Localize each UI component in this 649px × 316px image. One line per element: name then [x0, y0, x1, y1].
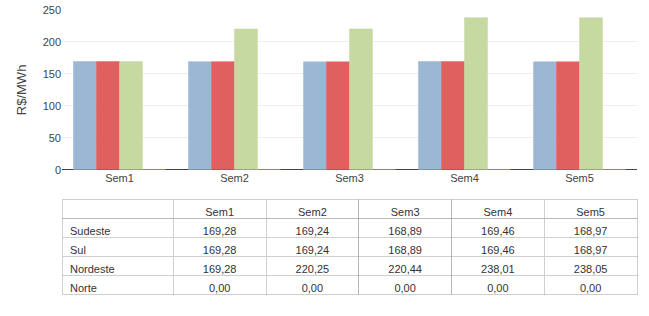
svg-text:Sem2: Sem2: [220, 172, 249, 184]
svg-text:0,00: 0,00: [487, 282, 508, 294]
svg-text:0,00: 0,00: [394, 282, 415, 294]
svg-text:169,24: 169,24: [296, 244, 330, 256]
svg-text:168,97: 168,97: [574, 225, 608, 237]
svg-text:Norte: Norte: [70, 282, 97, 294]
svg-text:Sem4: Sem4: [450, 172, 479, 184]
svg-text:Sem5: Sem5: [576, 206, 605, 218]
svg-text:Sem3: Sem3: [335, 172, 364, 184]
svg-text:168,97: 168,97: [574, 244, 608, 256]
svg-text:R$/MWh: R$/MWh: [14, 65, 29, 116]
svg-text:169,46: 169,46: [481, 225, 515, 237]
svg-text:100: 100: [43, 100, 61, 112]
svg-text:Sem1: Sem1: [205, 206, 234, 218]
svg-text:0: 0: [55, 164, 61, 176]
svg-text:Sudeste: Sudeste: [70, 225, 110, 237]
svg-text:Sem2: Sem2: [298, 206, 327, 218]
svg-text:Sem1: Sem1: [105, 172, 134, 184]
svg-text:Sul: Sul: [70, 244, 86, 256]
svg-text:Nordeste: Nordeste: [70, 263, 115, 275]
svg-text:150: 150: [43, 68, 61, 80]
svg-text:200: 200: [43, 36, 61, 48]
svg-text:169,28: 169,28: [203, 263, 237, 275]
svg-text:169,46: 169,46: [481, 244, 515, 256]
svg-text:168,89: 168,89: [388, 244, 422, 256]
svg-text:238,01: 238,01: [481, 263, 515, 275]
svg-text:0,00: 0,00: [302, 282, 323, 294]
svg-text:Sem5: Sem5: [565, 172, 594, 184]
svg-text:169,28: 169,28: [203, 225, 237, 237]
svg-text:169,28: 169,28: [203, 244, 237, 256]
svg-text:168,89: 168,89: [388, 225, 422, 237]
svg-text:250: 250: [43, 4, 61, 16]
svg-text:0,00: 0,00: [580, 282, 601, 294]
svg-text:50: 50: [49, 132, 61, 144]
svg-text:220,44: 220,44: [388, 263, 422, 275]
svg-text:Sem4: Sem4: [484, 206, 513, 218]
svg-text:Sem3: Sem3: [391, 206, 420, 218]
svg-text:238,05: 238,05: [574, 263, 608, 275]
svg-text:0,00: 0,00: [209, 282, 230, 294]
svg-text:169,24: 169,24: [296, 225, 330, 237]
svg-text:220,25: 220,25: [296, 263, 330, 275]
